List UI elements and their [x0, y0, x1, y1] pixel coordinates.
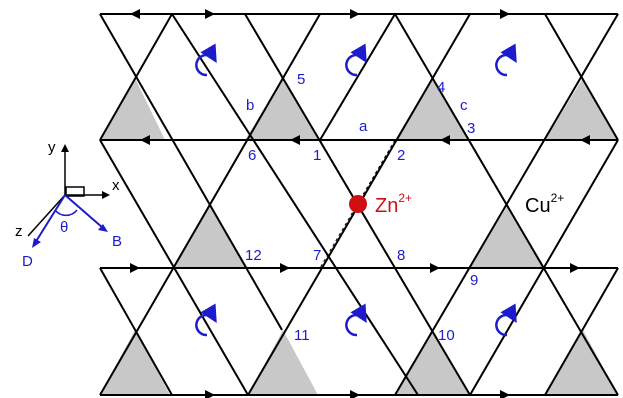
- arrowhead-icon: [205, 9, 215, 19]
- shaded-triangle: [545, 330, 618, 395]
- shaded-triangle: [245, 78, 320, 140]
- arrowhead-icon: [280, 263, 290, 273]
- arrowhead-icon: [570, 263, 580, 273]
- arrowhead-icon: [430, 263, 440, 273]
- arrowhead-icon: [350, 390, 360, 398]
- flow-arrows: [130, 9, 590, 398]
- site-label-3: 3: [467, 120, 475, 137]
- axis-label-theta: θ: [60, 219, 68, 236]
- curved-arrow-icon: [345, 303, 367, 337]
- shaded-triangle: [172, 205, 248, 268]
- bond-label-a: a: [359, 118, 368, 135]
- axis-label-z: z: [15, 223, 23, 240]
- axis-label-x: x: [112, 177, 120, 194]
- arrowhead-icon: [205, 390, 215, 398]
- rotation-arrows: [195, 43, 517, 337]
- shaded-triangles: [100, 78, 618, 395]
- curved-arrow-icon: [495, 43, 517, 77]
- arrowhead-icon: [350, 9, 360, 19]
- shaded-triangle: [100, 78, 165, 140]
- axis-label-B: B: [112, 233, 122, 250]
- arrowhead-icon: [130, 9, 140, 19]
- site-label-9: 9: [470, 272, 478, 289]
- cu-label: Cu2+: [525, 191, 564, 217]
- bond-label-b: b: [246, 97, 254, 114]
- zn-ion-dot: [349, 195, 367, 213]
- arrowhead-icon: [130, 263, 140, 273]
- arrowhead-icon: [580, 135, 590, 145]
- axis-label-y: y: [48, 139, 56, 156]
- bond-label-c: c: [460, 97, 468, 114]
- site-label-5: 5: [297, 71, 305, 88]
- curved-arrow-icon: [195, 43, 217, 77]
- site-label-6: 6: [248, 147, 256, 164]
- arrowhead-icon: [500, 390, 510, 398]
- axis-label-D: D: [22, 253, 33, 270]
- curved-arrow-icon: [195, 303, 217, 337]
- arrowhead-icon: [290, 135, 300, 145]
- shaded-triangle: [470, 205, 545, 268]
- site-label-11: 11: [294, 327, 310, 344]
- zn-label: Zn2+: [375, 191, 412, 217]
- shaded-triangle: [395, 78, 470, 140]
- site-label-4: 4: [437, 79, 445, 96]
- arrowhead-icon: [500, 9, 510, 19]
- curved-arrow-icon: [495, 303, 517, 337]
- shaded-triangle: [395, 330, 470, 395]
- shaded-triangle: [100, 330, 170, 395]
- shaded-triangle: [545, 78, 618, 140]
- site-label-7: 7: [313, 247, 321, 264]
- arrowhead-icon: [140, 135, 150, 145]
- site-label-1: 1: [313, 147, 321, 164]
- site-label-2: 2: [397, 147, 405, 164]
- shaded-triangle: [248, 330, 318, 395]
- site-label-10: 10: [438, 327, 455, 344]
- coordinate-axes: [27, 144, 110, 248]
- site-label-8: 8: [397, 247, 405, 264]
- curved-arrow-icon: [345, 43, 367, 77]
- site-label-12: 12: [245, 247, 262, 264]
- arrowhead-icon: [440, 135, 450, 145]
